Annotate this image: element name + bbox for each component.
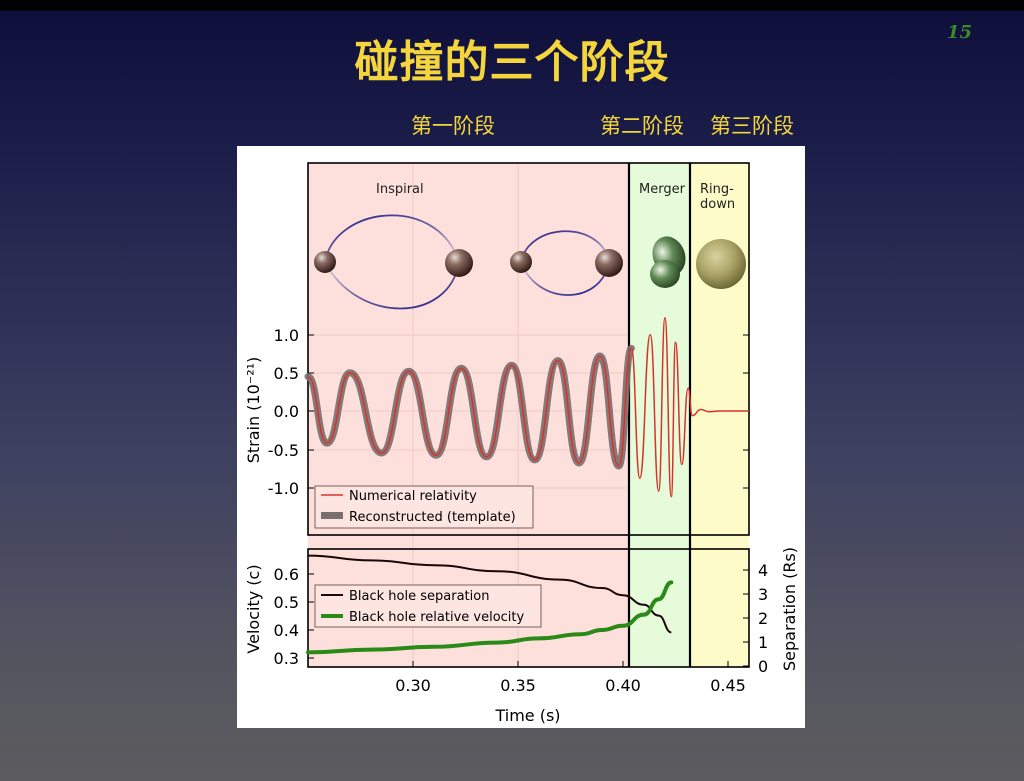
strain-tick-label: 1.0 — [274, 326, 299, 345]
strain-axis-label: Strain (10⁻²¹) — [244, 357, 263, 464]
velocity-legend: Black hole separation Black hole relativ… — [314, 584, 542, 628]
x-tick-label: 0.45 — [710, 676, 746, 695]
separation-axis-label: Separation (Rs) — [780, 547, 799, 671]
velocity-series-line — [306, 580, 674, 655]
ringdown-region — [690, 163, 749, 667]
black-hole-icon — [314, 251, 336, 273]
stage-label-2: 第二阶段 — [600, 114, 684, 138]
black-hole-icon — [510, 251, 532, 273]
orbit-arc-small-top — [520, 230, 610, 263]
strain-tick-label: 0.0 — [274, 402, 299, 421]
merging-black-holes-icon — [650, 236, 686, 288]
black-hole-icon — [595, 249, 623, 277]
ringdown-label-line2: down — [700, 197, 735, 212]
binary-orbit-illustration — [314, 214, 623, 310]
stage-label-1: 第一阶段 — [411, 114, 495, 138]
legend-separation: Black hole separation — [349, 589, 489, 604]
orbit-arc-large-top — [324, 214, 460, 263]
velocity-tick-label: 0.4 — [274, 621, 299, 640]
orbit-arc-large-bottom — [324, 261, 460, 310]
velocity-tick-label: 0.5 — [274, 593, 299, 612]
velocity-tick-label: 0.6 — [274, 565, 299, 584]
inspiral-region — [308, 163, 629, 667]
strain-panel-frame — [307, 162, 750, 536]
remnant-black-hole-icon — [696, 239, 746, 289]
slide-title: 碰撞的三个阶段 — [354, 37, 670, 88]
legend-numerical-relativity: Numerical relativity — [349, 489, 477, 504]
velocity-axis-label: Velocity (c) — [244, 564, 263, 653]
merger-label: Merger — [639, 182, 686, 197]
strain-tick-label: -0.5 — [268, 441, 299, 460]
strain-tick-label: 0.5 — [274, 364, 299, 383]
separation-tick-label: 2 — [758, 609, 768, 628]
legend-template: Reconstructed (template) — [349, 510, 516, 525]
legend-velocity: Black hole relative velocity — [349, 610, 525, 625]
strain-legend: Numerical relativity Reconstructed (temp… — [314, 485, 534, 529]
strain-axis — [308, 334, 749, 489]
inspiral-label: Inspiral — [376, 182, 424, 197]
velocity-panel-frame — [307, 548, 750, 668]
strain-tick-label: -1.0 — [268, 479, 299, 498]
gravitational-wave-figure: Inspiral Merger Ring- down — [237, 146, 805, 728]
stage-label-3: 第三阶段 — [710, 114, 794, 138]
x-tick-label: 0.30 — [395, 676, 431, 695]
black-hole-icon — [445, 249, 473, 277]
separation-tick-label: 4 — [758, 561, 768, 580]
velocity-axis — [308, 569, 749, 667]
separation-tick-label: 1 — [758, 633, 768, 652]
separation-tick-label: 0 — [758, 657, 768, 676]
velocity-tick-label: 0.3 — [274, 649, 299, 668]
page-number: 15 — [946, 22, 972, 43]
numerical-relativity-series-line — [307, 317, 749, 498]
separation-tick-label: 3 — [758, 585, 768, 604]
ringdown-label-line1: Ring- — [700, 182, 734, 197]
x-tick-label: 0.40 — [605, 676, 641, 695]
x-tick-label: 0.35 — [500, 676, 536, 695]
x-axis-label: Time (s) — [494, 706, 560, 725]
